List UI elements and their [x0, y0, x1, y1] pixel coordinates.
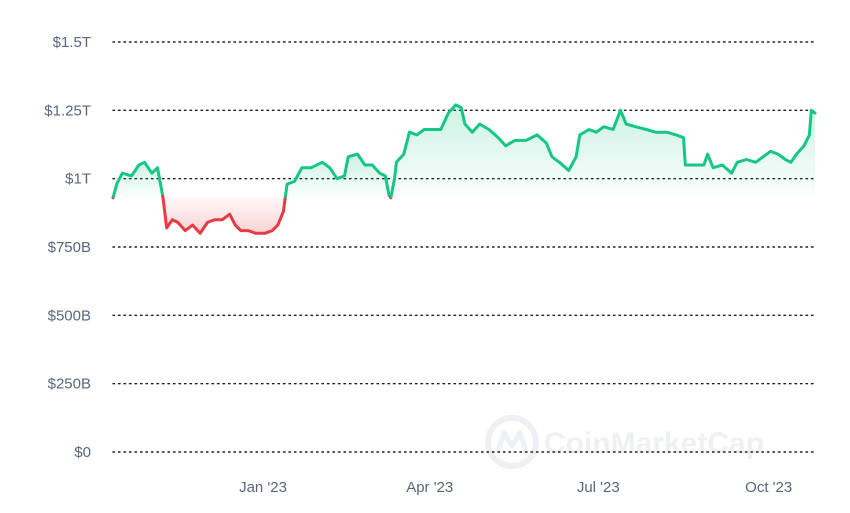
area-fill-above — [285, 154, 390, 197]
line-segment-above — [283, 152, 392, 198]
series-line — [111, 103, 817, 235]
coinmarketcap-watermark: CoinMarketCap — [485, 415, 764, 469]
x-tick-label: Apr '23 — [406, 479, 453, 496]
x-axis: Jan '23 Apr '23 Jul '23 Oct '23 — [239, 479, 792, 496]
line-segment-below — [161, 194, 287, 235]
area-fill-above — [391, 104, 815, 197]
y-tick-label: $1.25T — [44, 102, 91, 119]
y-axis: $1.5T $1.25T $1T $750B $500B $250B $0 — [44, 34, 91, 461]
y-tick-label: $500B — [48, 307, 91, 324]
x-tick-label: Jan '23 — [239, 479, 287, 496]
x-tick-label: Oct '23 — [745, 479, 792, 496]
line-segment-above — [111, 160, 165, 198]
y-tick-label: $250B — [48, 376, 91, 393]
y-tick-label: $1.5T — [53, 34, 91, 51]
y-tick-label: $0 — [74, 444, 91, 461]
x-tick-label: Jul '23 — [577, 479, 620, 496]
coinmarketcap-logo-icon — [485, 415, 539, 469]
y-tick-label: $750B — [48, 239, 91, 256]
watermark-text: CoinMarketCap — [544, 427, 764, 460]
grid — [112, 41, 816, 453]
line-segment-above — [389, 103, 817, 198]
area-fill-above — [113, 162, 163, 197]
y-tick-label: $1T — [65, 171, 91, 188]
